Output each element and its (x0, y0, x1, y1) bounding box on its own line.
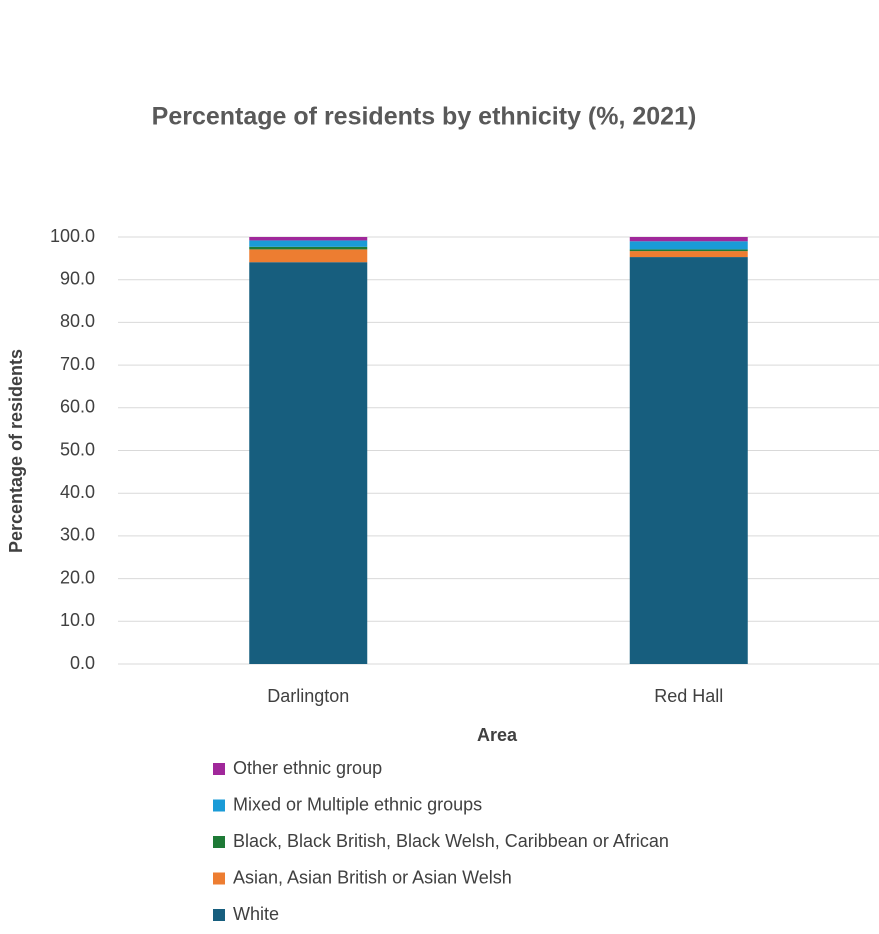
bar-segment (249, 249, 368, 263)
legend-swatch (213, 836, 225, 848)
y-tick-label: 50.0 (60, 439, 95, 459)
y-tick-label: 70.0 (60, 354, 95, 374)
legend-swatch (213, 763, 225, 775)
bar-segment (629, 257, 748, 664)
bar-segment (629, 241, 748, 250)
x-tick-label: Red Hall (654, 686, 723, 706)
legend-label: Black, Black British, Black Welsh, Carib… (233, 831, 669, 851)
y-tick-label: 0.0 (70, 653, 95, 673)
legend-label: Other ethnic group (233, 758, 382, 778)
bar-segment (629, 251, 748, 258)
y-tick-label: 60.0 (60, 397, 95, 417)
legend-swatch (213, 909, 225, 921)
x-tick-label: Darlington (267, 686, 349, 706)
y-tick-label: 100.0 (50, 226, 95, 246)
legend-label: Asian, Asian British or Asian Welsh (233, 867, 512, 887)
legend-swatch (213, 872, 225, 885)
y-tick-label: 10.0 (60, 610, 95, 630)
bar-segment (249, 237, 368, 241)
y-tick-label: 20.0 (60, 567, 95, 587)
bar-segment (249, 262, 368, 664)
bar-segment (249, 246, 368, 250)
chart-title: Percentage of residents by ethnicity (%,… (152, 103, 697, 131)
legend-label: Mixed or Multiple ethnic groups (233, 794, 482, 814)
y-axis-title: Percentage of residents (6, 349, 26, 553)
bar-segment (249, 240, 368, 247)
x-axis-title: Area (477, 725, 518, 745)
y-tick-label: 80.0 (60, 311, 95, 331)
bar-segment (629, 249, 748, 252)
y-tick-label: 40.0 (60, 482, 95, 502)
y-tick-label: 30.0 (60, 525, 95, 545)
y-tick-label: 90.0 (60, 268, 95, 288)
legend-label: White (233, 904, 279, 924)
bar-segment (629, 237, 748, 242)
legend-swatch (213, 799, 225, 812)
